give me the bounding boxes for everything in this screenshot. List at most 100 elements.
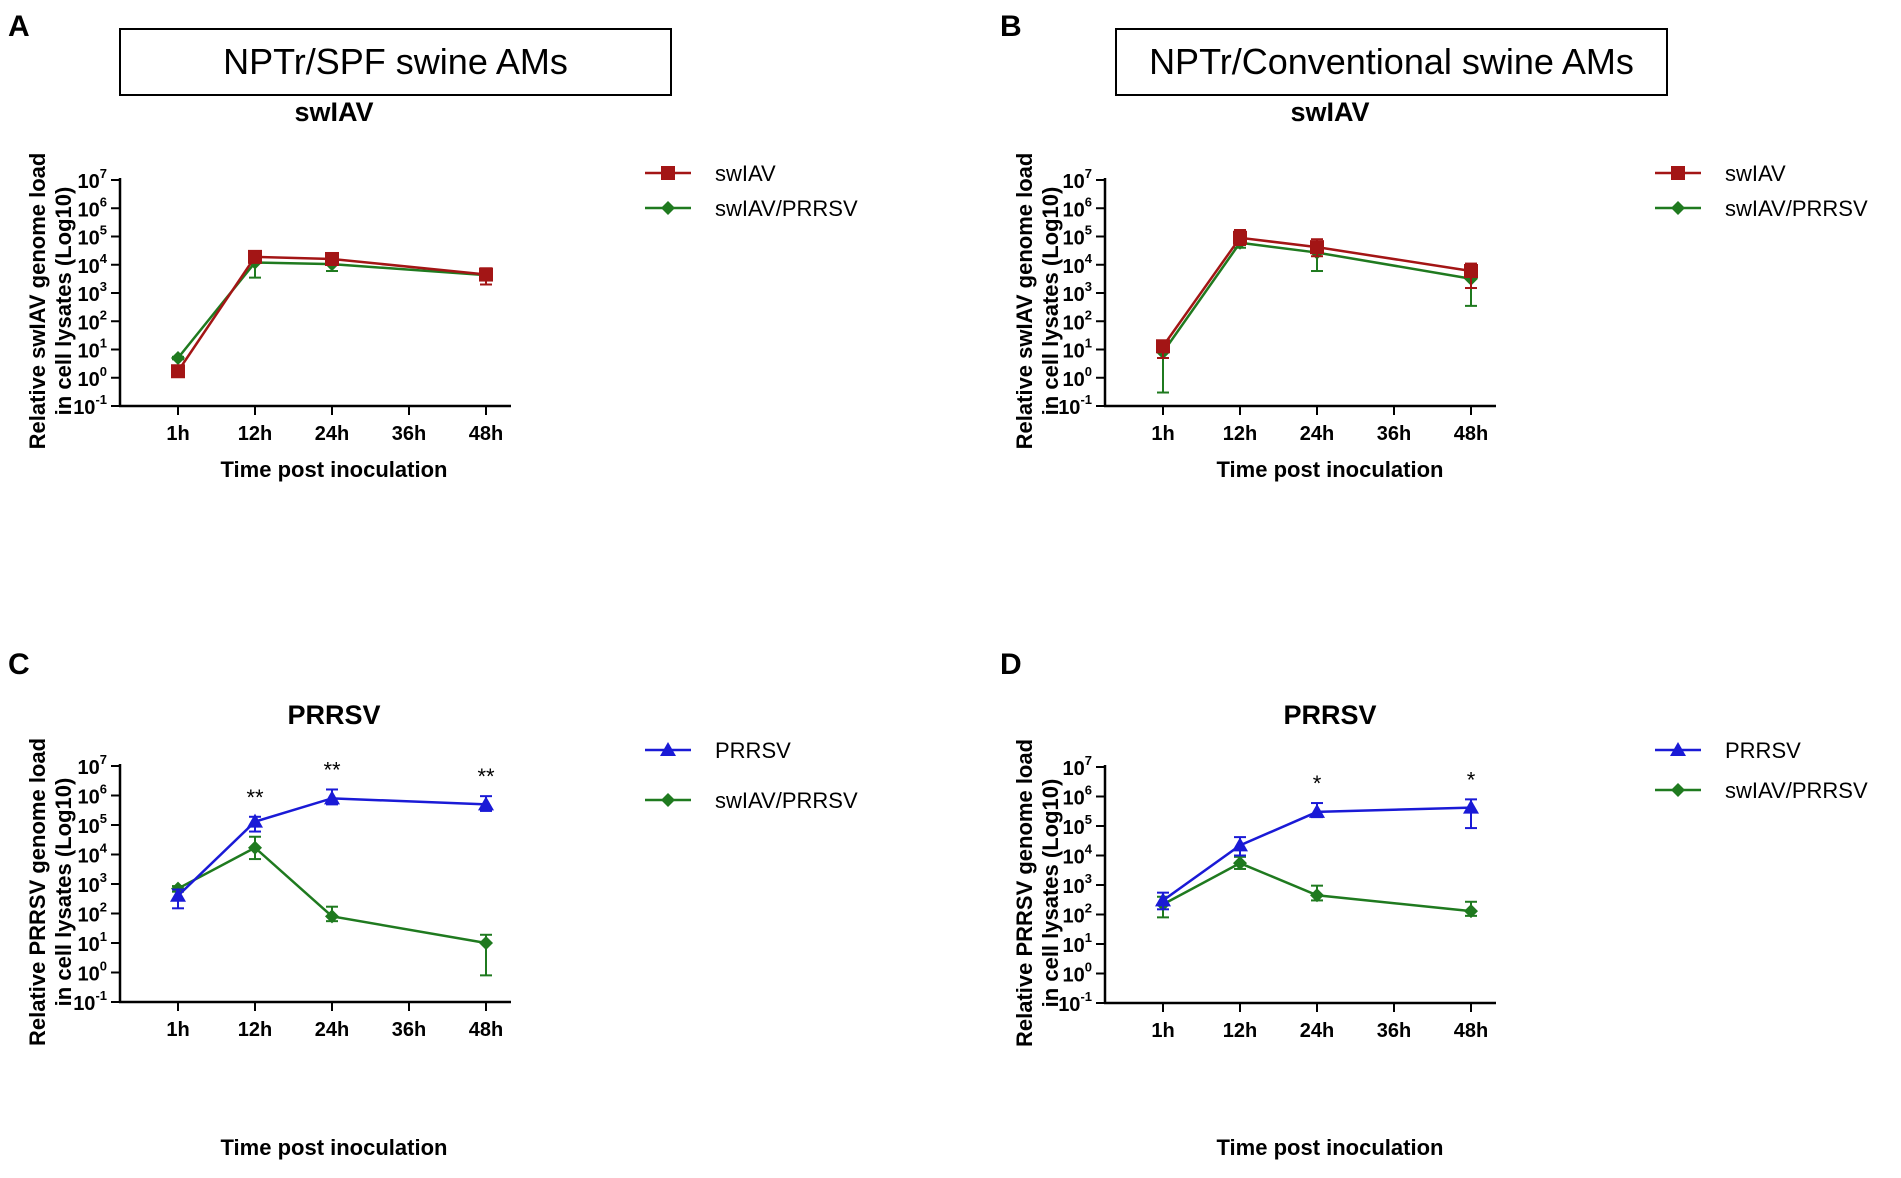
- panel-d-y-tick-label: 100: [1063, 960, 1092, 987]
- panel-d-y-tick-label: 107: [1063, 753, 1092, 780]
- panel-d-chart-title: PRRSV: [1283, 700, 1376, 730]
- panel-c-y-tick-label: 103: [78, 870, 107, 897]
- panel-b-x-tick-label: 12h: [1223, 423, 1257, 445]
- panel-b-x-tick-label: 48h: [1454, 423, 1488, 445]
- panel-a-y-axis-title-line-1: Relative swIAV genome load: [25, 153, 50, 450]
- panel-a-y-tick-label: 10-1: [73, 392, 107, 419]
- panel-a-x-tick-label: 36h: [392, 423, 426, 445]
- panel-letter-d: D: [1000, 648, 1022, 681]
- panel-a-y-axis-title-line-2: in cell lysates (Log10): [51, 187, 76, 416]
- panel-b-legend-label-swiav: swIAV: [1725, 161, 1786, 186]
- panel-b-series-swiav-point-48h: [1464, 264, 1478, 279]
- panel-c-y-tick-label: 102: [78, 900, 107, 927]
- panel-d-legend-label-swiav-prrsv: swIAV/PRRSV: [1725, 778, 1868, 803]
- panel-d-legend-label-prrsv: PRRSV: [1725, 738, 1801, 763]
- panel-d-x-tick-label: 1h: [1151, 1020, 1174, 1042]
- panel-c-series-prrsv-point-24h: [324, 790, 340, 805]
- panel-letter-a: A: [8, 10, 30, 43]
- panel-c-series-swiav-prrsv-point-12h: [248, 840, 262, 855]
- panel-d-y-tick-label: 106: [1063, 783, 1092, 810]
- panel-letter-b: B: [1000, 10, 1022, 43]
- panel-c-y-tick-label: 100: [78, 959, 107, 986]
- panel-c-x-tick-label: 12h: [238, 1019, 272, 1041]
- panel-d-x-tick-label: 12h: [1223, 1020, 1257, 1042]
- panel-b-x-axis-title: Time post inoculation: [1217, 457, 1444, 482]
- panel-c-series-swiav-prrsv-point-48h: [479, 936, 493, 950]
- panel-b-series-swiav-line: [1161, 236, 1472, 348]
- panel-d-y-tick-label: 102: [1063, 901, 1092, 928]
- panel-c-series-prrsv-point-12h: [247, 813, 263, 828]
- panel-c-x-tick-label: 1h: [166, 1019, 189, 1041]
- panel-d-series-prrsv-point-48h: [1463, 799, 1479, 814]
- panel-a-series-swiav-line: [176, 255, 487, 372]
- panel-a-x-tick-label: 24h: [315, 423, 349, 445]
- panel-b-x-tick-label: 1h: [1151, 423, 1174, 445]
- panel-b-chart-title: swIAV: [1290, 97, 1369, 127]
- panel-b-y-axis-title-line-2: in cell lysates (Log10): [1038, 187, 1063, 416]
- panel-d-y-tick-label: 10-1: [1058, 989, 1092, 1016]
- panel-a-y-tick-label: 105: [78, 223, 107, 250]
- panel-d-significance-48h: *: [1467, 767, 1476, 792]
- panel-b-series-swiav-point-12h: [1233, 230, 1247, 245]
- panel-b-x-tick-label: 36h: [1377, 423, 1411, 445]
- panel-a-series-swiav-point-1h: [171, 364, 185, 379]
- panel-c-x-tick-label: 48h: [469, 1019, 503, 1041]
- panel-d-legend-marker-prrsv: [1670, 742, 1686, 756]
- panel-a-y-tick-label: 103: [78, 279, 107, 306]
- panel-d-y-tick-label: 105: [1063, 812, 1092, 839]
- panel-c-chart-title: PRRSV: [287, 700, 380, 730]
- panel-a-chart-title: swIAV: [294, 97, 373, 127]
- panel-c-x-tick-label: 36h: [392, 1019, 426, 1041]
- panel-c-y-tick-label: 106: [78, 782, 107, 809]
- panel-b-header-box: NPTr/Conventional swine AMs: [1115, 28, 1668, 96]
- panel-b-legend-label-swiav-prrsv: swIAV/PRRSV: [1725, 196, 1868, 221]
- panel-a-y-tick-label: 101: [78, 336, 107, 363]
- panel-a-y-tick-label: 106: [78, 194, 107, 221]
- panel-a-legend-label-swiav-prrsv: swIAV/PRRSV: [715, 196, 858, 221]
- panel-c-x-tick-label: 24h: [315, 1019, 349, 1041]
- panel-b-y-tick-label: 10-1: [1058, 392, 1092, 419]
- panel-a-header-box: NPTr/SPF swine AMs: [119, 28, 672, 96]
- panel-b-y-tick-label: 106: [1063, 194, 1092, 221]
- panel-c-legend-label-prrsv: PRRSV: [715, 738, 791, 763]
- panel-a-series-swiav-point-24h: [325, 251, 339, 266]
- panel-c-y-tick-label: 104: [78, 841, 108, 868]
- panel-letter-c: C: [8, 648, 30, 681]
- panel-c-significance-48h: **: [477, 764, 495, 789]
- panel-c-series-prrsv-line: [177, 797, 487, 897]
- panel-c-x-axis-title: Time post inoculation: [221, 1135, 448, 1160]
- panel-b-y-tick-label: 103: [1063, 279, 1092, 306]
- panel-d-series-swiav-prrsv-point-12h: [1233, 856, 1247, 871]
- panel-c-legend-marker-swiav-prrsv: [661, 793, 675, 807]
- panel-b-y-tick-label: 101: [1063, 336, 1092, 363]
- panel-c-significance-24h: **: [323, 757, 341, 782]
- panel-a-series-swiav-prrsv-line: [177, 261, 487, 359]
- panel-c-legend-label-swiav-prrsv: swIAV/PRRSV: [715, 788, 858, 813]
- panel-d-series-prrsv-point-1h: [1155, 892, 1171, 907]
- panel-c-y-axis-title-line-1: Relative PRRSV genome load: [25, 738, 50, 1046]
- panel-a-x-tick-label: 12h: [238, 423, 272, 445]
- panel-b-series-swiav-prrsv-line: [1161, 241, 1472, 353]
- panel-c-series-prrsv-point-1h: [170, 887, 186, 902]
- panel-d-y-tick-label: 101: [1063, 930, 1092, 957]
- panel-b-y-tick-label: 105: [1063, 223, 1092, 250]
- panel-b-x-tick-label: 24h: [1300, 423, 1334, 445]
- panel-c-y-axis-title-line-2: in cell lysates (Log10): [51, 778, 76, 1007]
- panel-a-x-tick-label: 1h: [166, 423, 189, 445]
- panel-b-series-swiav-point-1h: [1156, 339, 1170, 354]
- panel-b-y-tick-label: 102: [1063, 307, 1092, 334]
- panel-a-x-tick-label: 48h: [469, 423, 503, 445]
- panel-d-series-prrsv-point-12h: [1232, 837, 1248, 852]
- panel-d-x-tick-label: 48h: [1454, 1020, 1488, 1042]
- panel-a-y-tick-label: 102: [78, 307, 107, 334]
- panel-c-legend-marker-prrsv: [660, 742, 676, 756]
- panel-d-series-swiav-prrsv-line: [1162, 861, 1472, 913]
- panel-d-x-axis-title: Time post inoculation: [1217, 1135, 1444, 1160]
- panel-a-series-swiav-point-12h: [248, 249, 262, 264]
- panel-c-series-swiav-prrsv-line: [177, 846, 487, 945]
- panel-a-legend-marker-swiav: [661, 166, 675, 180]
